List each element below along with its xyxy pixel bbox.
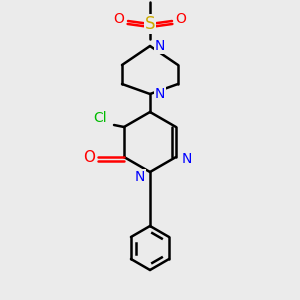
Text: N: N: [155, 39, 165, 53]
Text: Cl: Cl: [93, 111, 107, 125]
Text: O: O: [83, 149, 95, 164]
Text: S: S: [145, 15, 155, 33]
Text: N: N: [182, 152, 192, 166]
Text: O: O: [114, 12, 124, 26]
Text: N: N: [135, 170, 145, 184]
Text: O: O: [176, 12, 186, 26]
Text: N: N: [155, 87, 165, 101]
